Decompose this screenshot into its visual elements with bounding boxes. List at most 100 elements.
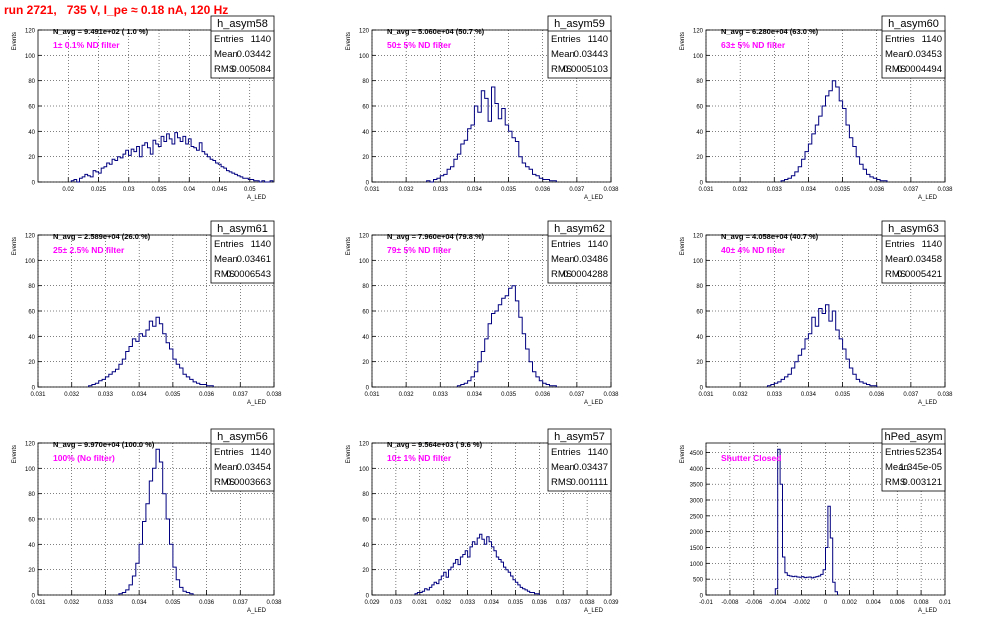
- x-tick-label: 0: [824, 600, 828, 606]
- run-title: run 2721, 735 V, I_pe ≈ 0.18 nA, 120 Hz: [4, 3, 229, 17]
- histogram-name: h_asym58: [217, 18, 268, 30]
- x-tick-label: 0.033: [460, 600, 476, 606]
- x-tick-label: 0.033: [98, 600, 114, 606]
- x-axis-title: A_LED: [584, 608, 604, 614]
- y-tick-label: 80: [696, 79, 703, 85]
- stat-value: 0.0006543: [226, 269, 271, 280]
- x-tick-label: 0.036: [532, 600, 548, 606]
- y-tick-label: 80: [28, 284, 35, 290]
- stat-label: Mean: [551, 49, 575, 60]
- navg-label: N_avg = 9.491e+02 ( 1.0 %): [53, 27, 149, 36]
- x-axis-title: A_LED: [247, 195, 267, 201]
- stat-label: RMS: [885, 64, 906, 75]
- x-tick-label: 0.034: [467, 187, 483, 193]
- y-tick-label: 120: [25, 29, 36, 35]
- filter-label: 1± 0.1% ND filter: [53, 40, 120, 50]
- y-tick-label: 0: [32, 594, 36, 600]
- stat-value: 0.03453: [908, 49, 942, 60]
- x-tick-label: 0.036: [869, 187, 885, 193]
- y-tick-label: 0: [700, 386, 704, 392]
- stat-label: RMS: [551, 477, 572, 488]
- stat-label: Mean: [885, 462, 909, 473]
- y-tick-label: 40: [362, 543, 369, 549]
- x-tick-label: 0.032: [399, 392, 415, 398]
- y-tick-label: 1000: [690, 562, 704, 568]
- x-tick-label: 0.036: [535, 187, 551, 193]
- stat-label: Mean: [885, 254, 909, 265]
- x-tick-label: 0.031: [364, 392, 380, 398]
- y-tick-label: 80: [696, 284, 703, 290]
- histogram-series: [426, 86, 557, 183]
- stat-label: RMS: [214, 64, 235, 75]
- panel-h_asym56: 0 20 40 60 80 100 120 0.031 0.032 0.033 0.034 0.035…: [12, 428, 282, 614]
- x-axis-title: A_LED: [247, 608, 267, 614]
- x-tick-label: 0.038: [603, 187, 619, 193]
- y-tick-label: 20: [696, 360, 703, 366]
- x-axis-title: A_LED: [918, 608, 938, 614]
- y-tick-label: 80: [362, 492, 369, 498]
- y-tick-label: 120: [359, 234, 370, 240]
- stats-box: [210, 220, 275, 284]
- x-tick-label: 0.036: [869, 392, 885, 398]
- stat-value: 0.03437: [574, 462, 608, 473]
- x-tick-label: 0.004: [866, 600, 882, 606]
- stat-value: 1140: [922, 239, 942, 250]
- stats-box: [881, 428, 946, 492]
- y-tick-label: 3000: [690, 499, 704, 505]
- stat-value: 0.03461: [237, 254, 271, 265]
- stats-box: [547, 220, 612, 284]
- y-tick-label: 40: [362, 335, 369, 341]
- y-tick-label: 80: [28, 492, 35, 498]
- y-axis-title: Events: [680, 237, 686, 255]
- x-axis-title: A_LED: [247, 400, 267, 406]
- x-tick-label: 0.034: [467, 392, 483, 398]
- histogram-name: h_asym61: [217, 223, 268, 235]
- stat-label: Mean: [214, 254, 238, 265]
- x-tick-label: 0.034: [484, 600, 500, 606]
- x-tick-label: 0.03: [390, 600, 402, 606]
- filter-label: 25± 2.5% ND filter: [53, 245, 125, 255]
- stat-label: Entries: [551, 239, 581, 250]
- histogram-name: h_asym56: [217, 431, 268, 443]
- x-axis-title: A_LED: [918, 400, 938, 406]
- x-tick-label: 0.035: [152, 187, 168, 193]
- stat-label: RMS: [551, 269, 572, 280]
- histogram-name: h_asym63: [888, 223, 939, 235]
- x-tick-label: 0.034: [801, 392, 817, 398]
- y-tick-label: 60: [696, 105, 703, 111]
- x-tick-label: 0.032: [733, 392, 749, 398]
- x-tick-label: 0.036: [199, 392, 215, 398]
- x-tick-label: 0.037: [903, 187, 919, 193]
- stats-box: [881, 220, 946, 284]
- stat-label: Entries: [214, 447, 244, 458]
- y-tick-label: 60: [28, 105, 35, 111]
- x-axis-title: A_LED: [918, 195, 938, 201]
- filter-label: 10± 1% ND filter: [387, 453, 452, 463]
- stat-label: Mean: [214, 49, 238, 60]
- y-tick-label: 40: [28, 543, 35, 549]
- stat-value: 0.0004288: [563, 269, 608, 280]
- x-tick-label: -0.004: [769, 600, 787, 606]
- stat-value: 0.005084: [231, 64, 271, 75]
- y-tick-label: 20: [28, 568, 35, 574]
- stat-value: 1140: [588, 239, 608, 250]
- stat-value: 1140: [251, 34, 271, 45]
- x-tick-label: 0.025: [91, 187, 107, 193]
- stat-label: RMS: [214, 269, 235, 280]
- x-tick-label: 0.031: [412, 600, 428, 606]
- y-tick-label: 80: [28, 79, 35, 85]
- stat-value: 0.03443: [574, 49, 608, 60]
- histogram-series: [780, 80, 888, 182]
- x-tick-label: 0.035: [501, 392, 517, 398]
- x-tick-label: 0.033: [98, 392, 114, 398]
- x-tick-label: -0.008: [721, 600, 739, 606]
- stat-value: 0.0003663: [226, 477, 271, 488]
- stat-value: 1140: [251, 239, 271, 250]
- y-tick-label: 40: [696, 130, 703, 136]
- stat-value: 0.003121: [902, 477, 942, 488]
- x-tick-label: 0.035: [508, 600, 524, 606]
- panel-h_asym63: 0 20 40 60 80 100 120 0.031 0.032 0.033 0.034 0.035…: [680, 220, 953, 406]
- y-axis-title: Events: [12, 445, 18, 463]
- panel-hPed_asym: 0 500 1000 1500 2000 2500 3000 3500 4000 4500 -0.0…: [680, 428, 951, 614]
- x-tick-label: 0.033: [767, 187, 783, 193]
